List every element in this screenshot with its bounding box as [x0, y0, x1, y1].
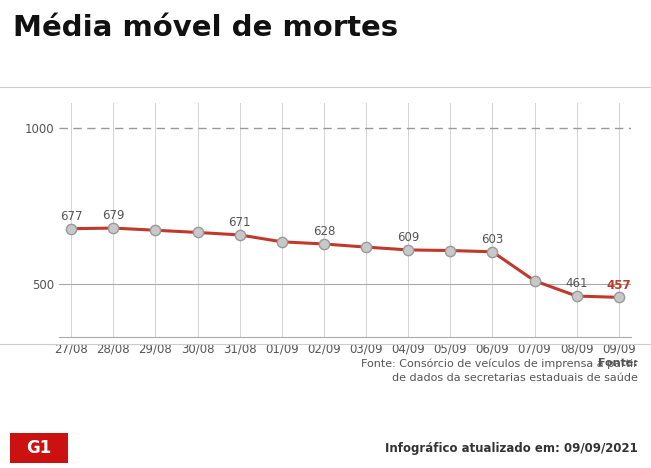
Point [108, 224, 118, 232]
Text: 609: 609 [397, 231, 419, 244]
Point [234, 231, 245, 239]
Text: 628: 628 [312, 226, 335, 238]
Text: 603: 603 [481, 233, 504, 246]
Point [572, 292, 582, 300]
Text: 461: 461 [566, 278, 588, 291]
Text: 677: 677 [60, 210, 83, 223]
Point [487, 248, 497, 256]
Text: Média móvel de mortes: Média móvel de mortes [13, 14, 398, 42]
Text: Infográfico atualizado em: 09/09/2021: Infográfico atualizado em: 09/09/2021 [385, 442, 638, 455]
Text: G1: G1 [27, 439, 51, 457]
Text: 679: 679 [102, 210, 124, 222]
Point [319, 240, 329, 248]
Point [193, 229, 203, 236]
Text: 457: 457 [607, 279, 631, 292]
Point [529, 277, 540, 285]
Point [66, 225, 76, 233]
Point [150, 227, 161, 234]
Point [277, 238, 287, 246]
Point [614, 293, 624, 301]
Point [403, 246, 413, 254]
Text: Fonte: Consórcio de veículos de imprensa a partir
de dados da secretarias estadu: Fonte: Consórcio de veículos de imprensa… [361, 358, 638, 382]
Point [361, 243, 371, 251]
Point [445, 247, 456, 254]
Text: Fonte:: Fonte: [598, 358, 638, 368]
Text: 671: 671 [229, 216, 251, 229]
